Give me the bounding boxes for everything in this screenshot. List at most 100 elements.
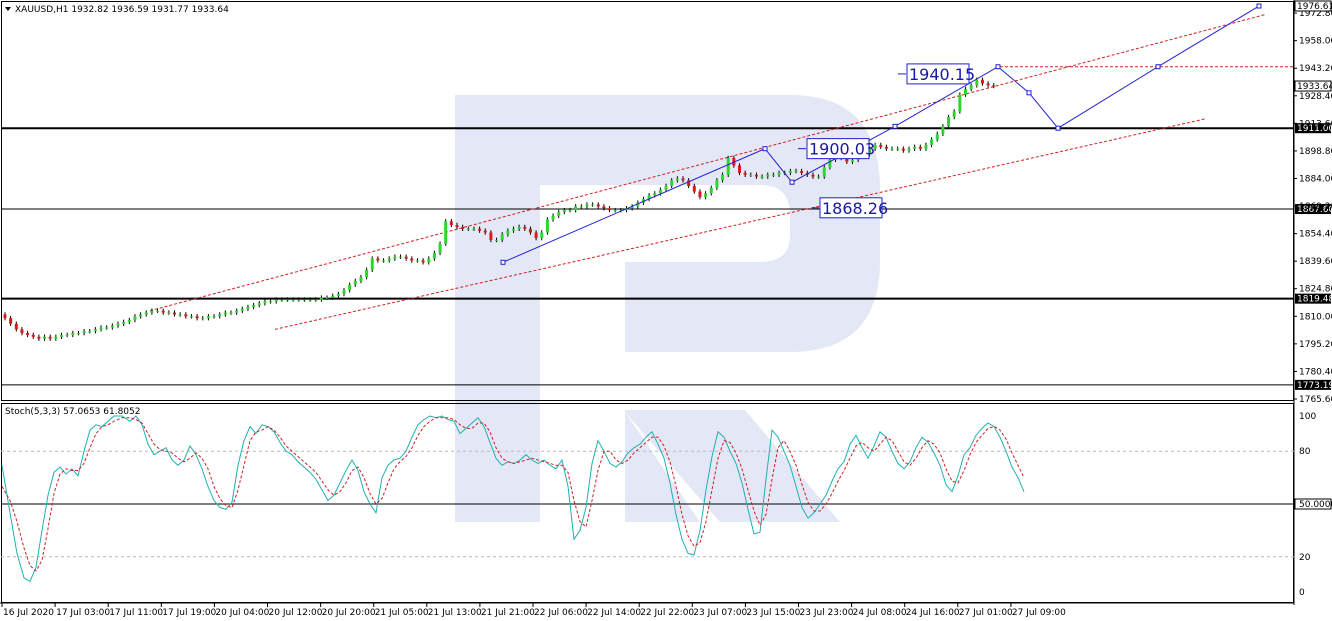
price-tick-label: 1780.40 (1299, 367, 1332, 377)
price-tick-label: 1810.00 (1299, 312, 1332, 322)
price-tick-label: 1943.20 (1299, 64, 1332, 74)
candle-body (26, 333, 30, 335)
price-tag-bg (1294, 0, 1332, 12)
candle-body (647, 195, 651, 199)
candle-body (969, 85, 973, 90)
time-axis-ticks: 16 Jul 2020 17 Jul 03:00 17 Jul 11:00 17 Ju… (1, 603, 1066, 618)
candle-body (591, 204, 595, 206)
candle-body (319, 297, 323, 300)
candle-body (992, 85, 996, 87)
candle-body (986, 83, 990, 86)
candle-body (935, 133, 939, 140)
candle-body (851, 159, 854, 162)
candle-body (528, 228, 532, 233)
candle-body (873, 144, 877, 149)
candle-body (150, 310, 154, 313)
candle-body (500, 234, 504, 240)
price-tick-label: 1765.60 (1299, 395, 1332, 405)
candle-body (65, 334, 69, 336)
level-tag-label: 1867.60 (1297, 205, 1332, 215)
symbol-header: XAUUSD,H1 1932.82 1936.59 1931.77 1933.6… (15, 5, 229, 15)
price-tick-label: 1958.00 (1299, 37, 1332, 47)
candle-body (415, 260, 419, 262)
candle-body (257, 303, 261, 306)
candle-body (845, 157, 849, 162)
level-tag-label: 1819.48 (1297, 295, 1332, 305)
candle-body (523, 226, 527, 229)
candle-body (252, 305, 256, 307)
horizontal-levels: 1911.00 1867.60 1819.48 1773.19 (1, 123, 1332, 391)
candle-body (20, 329, 24, 334)
candle-body (274, 299, 278, 302)
level-tag: 1819.48 (1295, 293, 1332, 305)
candle-body (924, 144, 928, 149)
candle-body (122, 321, 126, 324)
candle-body (399, 256, 402, 258)
candle-body (370, 258, 374, 270)
candlesticks (3, 77, 996, 341)
candle-body (297, 299, 301, 301)
candle-body (641, 198, 645, 203)
candle-body (280, 299, 284, 301)
time-tick-label: 23 Jul 23:00 (800, 608, 854, 618)
candle-body (173, 312, 176, 315)
candle-body (941, 126, 945, 134)
time-tick-label: 22 Jul 22:00 (640, 608, 694, 618)
price-annotation: 1900.03 (798, 138, 875, 160)
candle-body (167, 312, 171, 314)
candle-body (930, 139, 934, 145)
candle-body (427, 258, 431, 263)
level-tag: 1773.19 (1295, 379, 1332, 391)
candle-body (562, 210, 566, 213)
chart-menu-triangle-icon[interactable] (5, 7, 11, 11)
candle-body (777, 172, 781, 175)
candle-body (478, 228, 482, 231)
candle-body (348, 284, 352, 291)
candle-body (387, 258, 391, 261)
time-tick-label: 24 Jul 08:00 (853, 608, 907, 618)
level-tag-label: 1911.00 (1297, 124, 1332, 134)
price-tick-label: 1898.80 (1299, 147, 1332, 157)
candle-body (432, 252, 436, 259)
channel-lines (149, 14, 1294, 330)
candle-body (449, 221, 453, 226)
candle-body (828, 159, 832, 168)
candle-body (455, 225, 459, 227)
candle-body (721, 174, 725, 181)
candle-body (743, 172, 747, 175)
level-tag: 1867.60 (1295, 204, 1332, 215)
candle-body (195, 316, 199, 319)
level-tag-bg (1295, 123, 1331, 134)
annotation-box (819, 197, 883, 219)
price-tick-label: 1972.80 (1299, 9, 1332, 19)
candle-body (99, 327, 103, 330)
candle-body (918, 146, 922, 149)
candle-body (901, 148, 905, 151)
watermark-shape-bottom (625, 410, 840, 522)
candle-body (579, 206, 583, 208)
candle-body (749, 174, 753, 176)
candle-body (771, 174, 775, 176)
annotation-box (806, 138, 870, 160)
time-tick-label: 17 Jul 19:00 (162, 608, 216, 618)
candle-body (201, 318, 205, 320)
stoch-tick-label: 0 (1299, 588, 1305, 598)
annotation-label: 1900.03 (809, 140, 875, 159)
candle-body (133, 316, 137, 321)
candle-body (139, 314, 143, 317)
candle-body (692, 185, 696, 192)
time-tick-label: 17 Jul 03:00 (56, 608, 110, 618)
candle-body (608, 208, 612, 211)
channel-upper (149, 14, 1266, 312)
candle-body (302, 299, 306, 301)
candle-body (913, 146, 917, 149)
candle-body (82, 331, 86, 334)
projection-node (995, 64, 1001, 70)
price-tick-label: 1824.80 (1299, 285, 1332, 295)
price-tick-label: 1869.20 (1299, 202, 1332, 212)
candle-body (60, 334, 63, 337)
candle-body (794, 171, 798, 173)
stoch-level-tag-bg (1294, 498, 1332, 510)
time-tick-label: 27 Jul 09:00 (1012, 608, 1066, 618)
